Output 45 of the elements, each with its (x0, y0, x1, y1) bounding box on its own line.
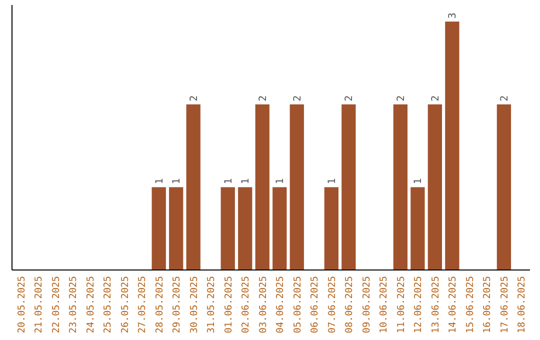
data-label: 1 (154, 178, 166, 184)
x-tick-label: 31.05.2025 (206, 276, 218, 334)
x-tick-label: 10.06.2025 (378, 276, 390, 334)
data-label: 1 (223, 178, 234, 184)
data-label: 1 (275, 178, 286, 184)
data-label: 2 (344, 95, 356, 102)
x-tick-label: 16.06.2025 (482, 276, 494, 334)
x-tick-label: 29.05.2025 (172, 276, 183, 334)
data-label: 2 (188, 95, 200, 102)
x-tick-label: 15.06.2025 (464, 276, 476, 334)
x-tick-label: 01.06.2025 (223, 276, 234, 334)
x-tick-label: 27.05.2025 (137, 276, 148, 334)
x-tick-label: 18.06.2025 (516, 276, 528, 334)
data-label: 2 (396, 95, 407, 102)
x-tick-label: 12.06.2025 (413, 276, 424, 334)
x-tick-label: 07.06.2025 (326, 276, 338, 334)
x-tick-label: 02.06.2025 (240, 276, 252, 334)
x-tick-label: 20.05.2025 (16, 276, 28, 334)
x-tick-label: 13.06.2025 (430, 276, 442, 334)
x-tick-label: 06.06.2025 (310, 276, 321, 334)
x-tick-label: 11.06.2025 (396, 276, 407, 334)
x-tick-label: 25.05.2025 (102, 276, 114, 334)
x-tick-label: 28.05.2025 (154, 276, 166, 334)
x-tick-label: 03.06.2025 (258, 276, 269, 334)
x-tick-label: 30.05.2025 (188, 276, 200, 334)
x-tick-label: 14.06.2025 (448, 276, 459, 334)
x-tick-label: 05.06.2025 (292, 276, 304, 334)
data-label: 1 (326, 178, 338, 184)
x-tick-label: 23.05.2025 (68, 276, 80, 334)
x-tick-label: 26.05.2025 (120, 276, 131, 334)
data-label: 3 (448, 12, 459, 19)
x-tick-label: 22.05.2025 (50, 276, 62, 334)
data-label: 2 (258, 95, 269, 102)
x-tick-label: 08.06.2025 (344, 276, 356, 334)
x-tick-label: 24.05.2025 (85, 276, 96, 334)
x-tick-label: 09.06.2025 (361, 276, 372, 334)
data-label: 2 (499, 95, 510, 102)
data-label: 1 (413, 178, 424, 184)
x-tick-label: 21.05.2025 (34, 276, 45, 334)
data-label: 1 (240, 178, 252, 184)
x-tick-label: 04.06.2025 (275, 276, 286, 334)
data-label: 2 (430, 95, 442, 102)
x-tick-label: 17.06.2025 (499, 276, 510, 334)
data-label: 2 (292, 95, 304, 102)
data-label: 1 (172, 178, 183, 184)
